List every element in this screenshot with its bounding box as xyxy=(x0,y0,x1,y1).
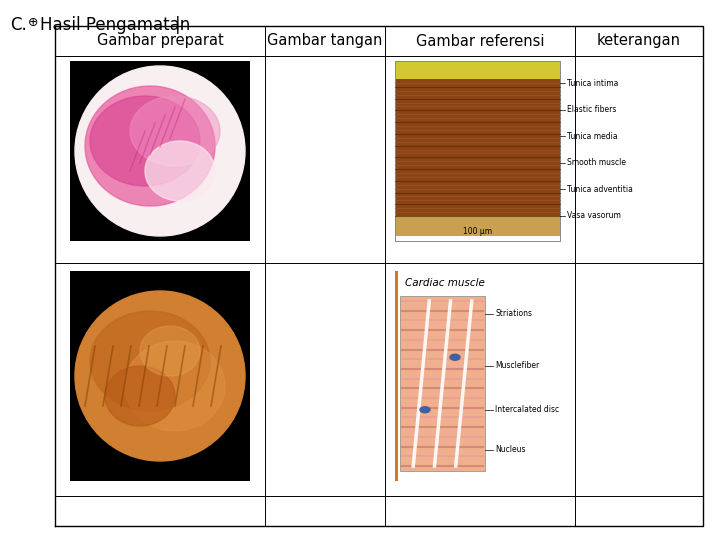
Polygon shape xyxy=(130,96,220,166)
Text: Tunica media: Tunica media xyxy=(567,132,618,140)
Text: Nucleus: Nucleus xyxy=(495,445,525,455)
Text: Tunica intima: Tunica intima xyxy=(567,78,618,87)
Bar xyxy=(395,79,560,221)
Ellipse shape xyxy=(420,407,430,413)
Text: Smooth muscle: Smooth muscle xyxy=(567,158,626,167)
Text: Tunica adventitia: Tunica adventitia xyxy=(567,185,633,194)
Polygon shape xyxy=(140,326,200,376)
Text: Hasil Pengamatan: Hasil Pengamatan xyxy=(40,16,190,34)
Text: Gambar preparat: Gambar preparat xyxy=(96,33,223,48)
Polygon shape xyxy=(145,141,215,201)
Polygon shape xyxy=(105,366,175,426)
Bar xyxy=(398,271,565,481)
Text: Gambar referensi: Gambar referensi xyxy=(415,33,545,48)
Text: 100 μm: 100 μm xyxy=(463,227,492,235)
Text: C.: C. xyxy=(10,16,27,34)
Text: Elastic fibers: Elastic fibers xyxy=(567,105,616,114)
Text: Musclefiber: Musclefiber xyxy=(495,361,540,370)
Bar xyxy=(395,61,560,79)
Circle shape xyxy=(75,291,245,461)
Polygon shape xyxy=(85,86,215,206)
Bar xyxy=(395,271,398,481)
Bar xyxy=(395,216,560,236)
Polygon shape xyxy=(90,96,200,186)
Circle shape xyxy=(75,66,245,236)
Bar xyxy=(400,296,485,471)
Text: Gambar tangan: Gambar tangan xyxy=(267,33,383,48)
Text: ⊕: ⊕ xyxy=(28,16,38,29)
Bar xyxy=(70,61,250,241)
Text: Cardiac muscle: Cardiac muscle xyxy=(405,278,485,288)
Text: keterangan: keterangan xyxy=(597,33,681,48)
Bar xyxy=(70,271,250,481)
Text: Vasa vasorum: Vasa vasorum xyxy=(567,212,621,220)
Text: Striations: Striations xyxy=(495,309,532,318)
Text: Intercalated disc: Intercalated disc xyxy=(495,405,559,414)
Polygon shape xyxy=(90,311,210,411)
Polygon shape xyxy=(125,341,225,431)
Text: |: | xyxy=(175,16,181,34)
Ellipse shape xyxy=(450,354,460,360)
